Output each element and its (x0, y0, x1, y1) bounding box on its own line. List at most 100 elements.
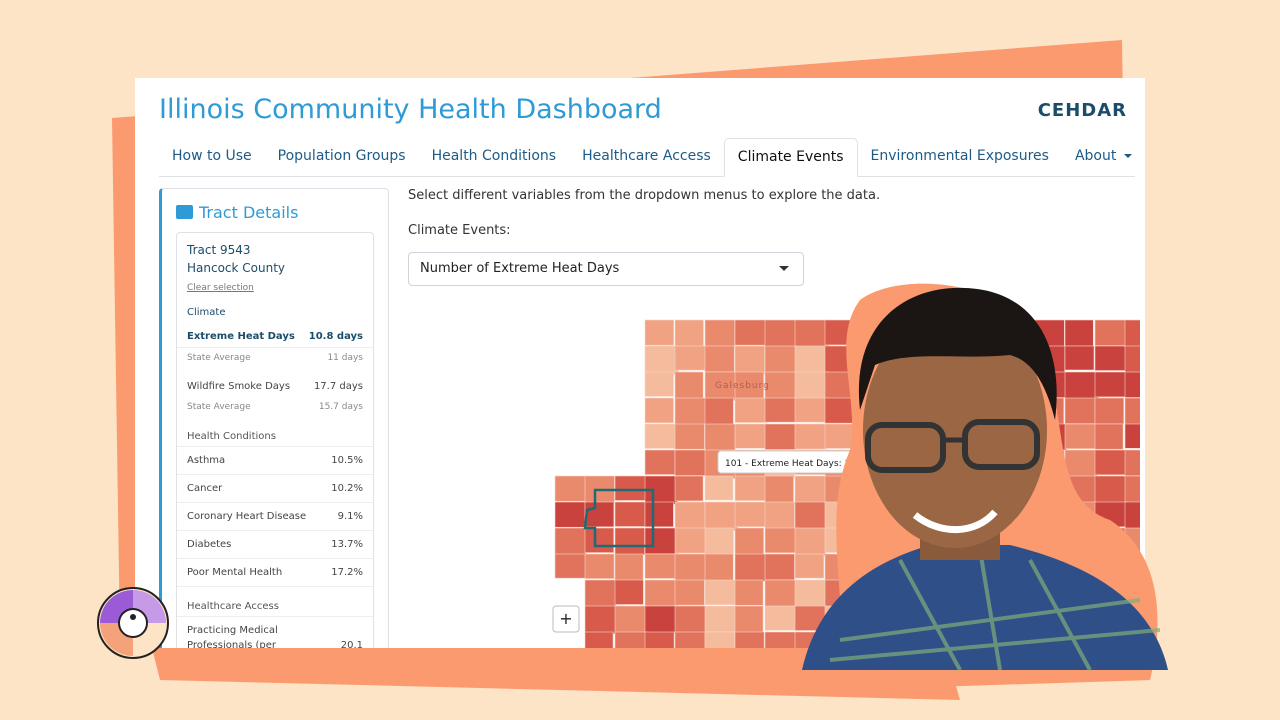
metric-label: Wildfire Smoke Days (187, 381, 291, 392)
tract (1124, 319, 1140, 349)
section-title: Climate (187, 307, 226, 318)
tract (674, 371, 704, 400)
metric-value: 17.2% (331, 567, 363, 578)
nav-tab[interactable]: Environmental Exposures (870, 148, 1049, 164)
tract (674, 345, 707, 371)
tract (764, 319, 797, 347)
tract (764, 423, 797, 450)
tract (764, 397, 796, 423)
hair (858, 287, 1057, 420)
tract (794, 371, 829, 399)
metric-label: Poor Mental Health (187, 567, 283, 578)
tract (734, 631, 765, 648)
tract (1124, 449, 1140, 477)
app-logo (97, 587, 169, 659)
nav-tab[interactable]: Health Conditions (431, 148, 557, 164)
glasses-left (865, 422, 946, 473)
tract (644, 579, 679, 607)
tract (584, 501, 615, 528)
sidebar: Tract Details Tract 9543 Hancock County Cl… (159, 188, 389, 648)
tract (1064, 371, 1100, 399)
tract (644, 501, 674, 528)
metric-row: Extreme Heat Days 10.8 days (177, 326, 373, 348)
dropdown[interactable]: Number of Extreme Heat Days (408, 252, 804, 286)
tract (1124, 397, 1140, 425)
average-label: State Average (187, 402, 251, 412)
tract (764, 371, 799, 400)
tract (644, 631, 675, 648)
nav-tab[interactable]: About (1062, 138, 1145, 176)
tract (674, 449, 706, 476)
tooltip-text: 101 - Extreme Heat Days: 10.8 days (725, 459, 889, 469)
tract (1094, 345, 1126, 371)
map-label: Galesburg (715, 381, 770, 391)
metric-value: 9.1% (337, 511, 363, 522)
tract (734, 371, 765, 401)
metric-row: Asthma 10.5% (177, 447, 373, 475)
tract (704, 397, 734, 427)
tract (764, 527, 799, 554)
dropdown-caret (779, 266, 789, 276)
average-value: 15.7 days (318, 402, 363, 412)
face (863, 312, 1047, 548)
tract (644, 449, 676, 475)
tract (794, 345, 827, 375)
zoom-label: + (559, 609, 572, 628)
tract-name: Tract 9543 (187, 243, 251, 257)
nav-tab[interactable]: Healthcare Access (582, 148, 711, 164)
tract (674, 319, 704, 349)
tract (554, 501, 586, 528)
metric-row: Practicing Medical Professionals (per 10… (177, 617, 373, 648)
selected-tract (583, 488, 655, 548)
tract (614, 475, 649, 501)
logo-center (118, 608, 148, 638)
nav: How to Use Population Groups Health Condit… (159, 138, 1135, 177)
person-photo (802, 287, 1168, 671)
metric-label: Cancer (187, 483, 223, 494)
metric-label: Asthma (187, 455, 226, 466)
tract (554, 527, 587, 557)
clear-link[interactable]: Clear selection (187, 283, 254, 293)
tract (1124, 371, 1140, 398)
tract (644, 319, 674, 346)
tract (734, 527, 764, 556)
tract (644, 605, 678, 635)
section-title: Health Conditions (177, 417, 373, 447)
tract (1064, 449, 1098, 479)
tract (704, 579, 737, 605)
tract (584, 527, 615, 553)
sidebar-title: Tract Details (176, 203, 298, 222)
logo[interactable]: CEHDAR (1037, 100, 1127, 121)
average-row: State Average 11 days (177, 348, 373, 368)
tract (584, 631, 614, 648)
glasses-right (962, 419, 1040, 470)
tract (1124, 475, 1140, 504)
title: Illinois Community Health Dashboard (159, 94, 662, 125)
tract (644, 423, 676, 449)
nav-tab[interactable]: How to Use (172, 148, 252, 164)
tract (584, 579, 617, 610)
tract (614, 501, 646, 527)
tract (674, 527, 709, 554)
nav-tab[interactable]: Population Groups (277, 148, 406, 164)
smile (912, 509, 998, 534)
metric-row: Diabetes 13.7% (177, 531, 373, 559)
tract (794, 553, 825, 579)
tract (704, 475, 734, 501)
tract (1094, 449, 1129, 476)
tract (644, 371, 674, 397)
tract (1124, 501, 1140, 530)
metric-label: Diabetes (187, 539, 232, 550)
tract (704, 527, 734, 557)
nav-tab[interactable]: Climate Events (723, 138, 858, 177)
tract (674, 397, 706, 425)
metric-value: 17.7 days (313, 381, 363, 392)
tract (794, 397, 829, 423)
tract (1094, 423, 1124, 450)
tract (794, 319, 829, 350)
tract (734, 475, 767, 501)
tract (644, 527, 679, 555)
metric-value: 10.2% (331, 483, 363, 494)
